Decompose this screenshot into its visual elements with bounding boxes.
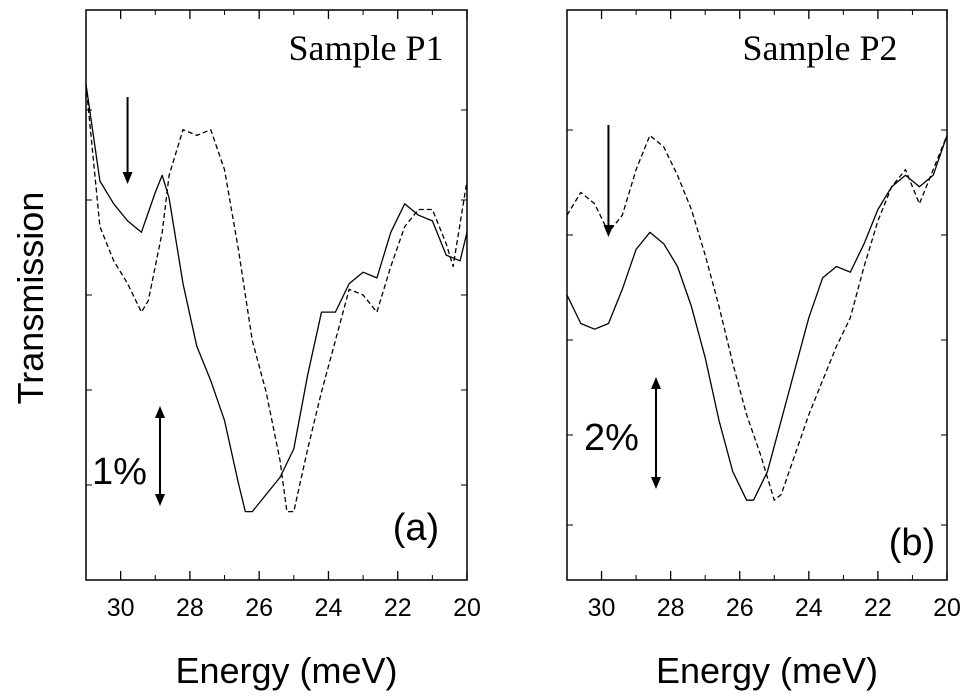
series-dashed-b <box>566 134 948 501</box>
x-tick-label-a-1: 28 <box>176 594 204 622</box>
plot-frame-a <box>85 9 468 581</box>
scale-bar-label-a: 1% <box>92 451 147 493</box>
scale-bar-head-bottom-b <box>651 477 661 489</box>
scale-bar-head-top-a <box>155 406 165 418</box>
series-solid-a <box>85 84 468 513</box>
x-tick-label-a-4: 22 <box>384 594 412 622</box>
x-tick-label-a-0: 30 <box>107 594 135 622</box>
x-tick-label-b-0: 30 <box>588 594 616 622</box>
x-tick-label-a-2: 26 <box>245 594 273 622</box>
panel-b: 30 28 26 24 22 20 Sample P2 (b) 2% Energy (meV) <box>566 9 961 691</box>
x-tick-label-b-4: 22 <box>864 594 892 622</box>
x-tick-label-b-5: 20 <box>933 594 961 622</box>
series-solid-b <box>566 135 948 501</box>
annotation-arrow-head-b <box>603 225 614 237</box>
x-axis-label-b: Energy (meV) <box>656 650 878 691</box>
sample-title-a: Sample P1 <box>288 28 443 68</box>
sample-title-b: Sample P2 <box>742 28 897 68</box>
y-axis-label: Transmission <box>10 192 51 405</box>
scale-bar-head-top-b <box>651 377 661 389</box>
series-dashed-a <box>85 84 468 513</box>
annotation-arrow-head-a <box>122 172 133 184</box>
x-axis-label-a: Energy (meV) <box>175 650 397 691</box>
scale-bar-head-bottom-a <box>155 494 165 506</box>
panel-letter-b: (b) <box>889 522 935 564</box>
scale-bar-label-b: 2% <box>584 417 639 459</box>
x-tick-label-b-1: 28 <box>657 594 685 622</box>
panel-a: 30 28 26 24 22 20 Sample P1 (a) 1% Energy (meV) <box>85 9 481 691</box>
x-tick-label-b-2: 26 <box>726 594 754 622</box>
x-tick-label-a-5: 20 <box>453 594 481 622</box>
x-tick-label-a-3: 24 <box>315 594 343 622</box>
x-tick-label-b-3: 24 <box>795 594 823 622</box>
panel-letter-a: (a) <box>393 507 439 549</box>
